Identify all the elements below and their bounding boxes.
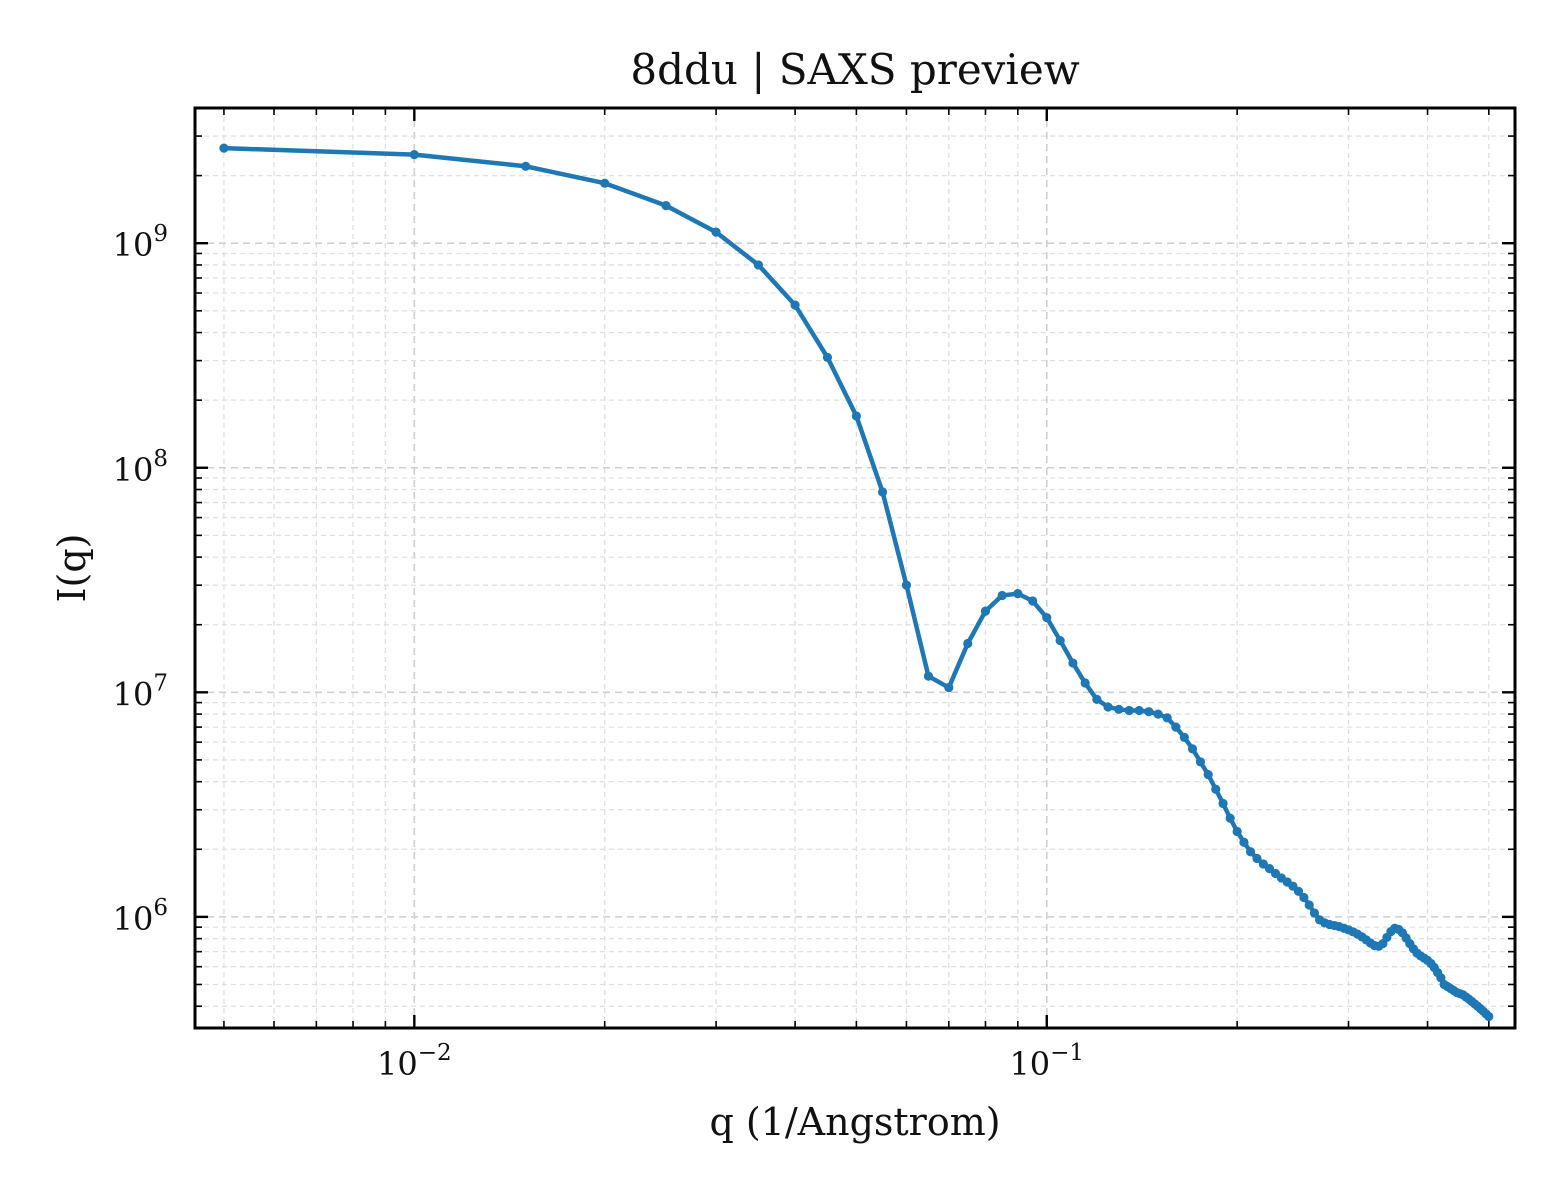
data-point [219,143,229,153]
data-point [711,227,721,237]
data-point [1203,770,1213,780]
data-series [219,143,1494,1022]
y-tick-label: 107 [113,670,168,713]
data-point [1068,658,1078,668]
data-point [1484,1011,1494,1022]
data-point [1114,704,1124,714]
data-point [1239,837,1249,847]
chart-title: 8ddu | SAXS preview [630,45,1079,94]
y-tick-exponent: 6 [153,895,168,921]
y-tick-label: 109 [113,221,168,264]
y-axis-label: I(q) [50,534,94,603]
y-tick-label: 106 [113,895,168,938]
data-point [901,580,912,590]
data-point [1013,589,1023,599]
y-tick-exponent: 8 [153,446,168,472]
data-point [1245,847,1256,857]
y-tick-base: 10 [113,900,154,938]
y-tick-label: 108 [113,446,168,489]
data-point [980,606,991,616]
data-point [1028,596,1038,606]
data-point [1293,886,1304,896]
data-point [1124,705,1134,716]
x-tick-base: 10 [377,1045,418,1083]
plot-frame [193,106,1517,1030]
data-point [1103,702,1113,712]
x-tick-exponent: −2 [418,1040,452,1066]
x-axis-label: q (1/Angstrom) [709,1100,1000,1144]
data-point [1055,635,1065,646]
x-tick-exponent: −1 [1050,1040,1084,1066]
data-point [1171,722,1181,732]
data-point [1080,678,1090,688]
data-point [600,178,610,188]
data-point [851,411,861,421]
data-point [1211,784,1221,794]
y-tick-exponent: 7 [153,670,168,696]
data-point [1134,705,1144,716]
data-point [790,300,800,310]
data-point [923,671,934,681]
data-point [753,260,764,270]
data-point [1304,900,1314,910]
grid-lines [195,107,1515,1028]
data-point [822,352,833,363]
data-point [521,161,531,171]
data-point [1225,813,1235,823]
data-point [661,201,671,211]
x-tick-label: 10−2 [377,1040,452,1083]
data-point [1232,826,1242,837]
data-point [1144,707,1154,717]
y-tick-base: 10 [113,226,154,264]
data-point [963,638,973,649]
x-tick-label: 10−1 [1009,1040,1084,1083]
data-point [877,487,888,497]
x-tick-base: 10 [1009,1045,1050,1083]
y-tick-base: 10 [113,675,154,713]
data-point [1153,709,1163,719]
data-point [944,682,954,693]
data-point [409,150,419,160]
data-point [1218,798,1228,809]
data-point [1299,892,1309,903]
data-point [1309,908,1320,918]
data-point [997,590,1007,601]
y-tick-exponent: 9 [153,221,168,247]
data-point [1179,732,1189,742]
data-point [1195,757,1206,767]
data-point [1042,613,1052,623]
data-point [1252,853,1262,864]
y-tick-base: 10 [113,451,154,489]
data-point [1092,694,1102,704]
data-point [1187,744,1198,754]
data-point [1162,713,1172,723]
